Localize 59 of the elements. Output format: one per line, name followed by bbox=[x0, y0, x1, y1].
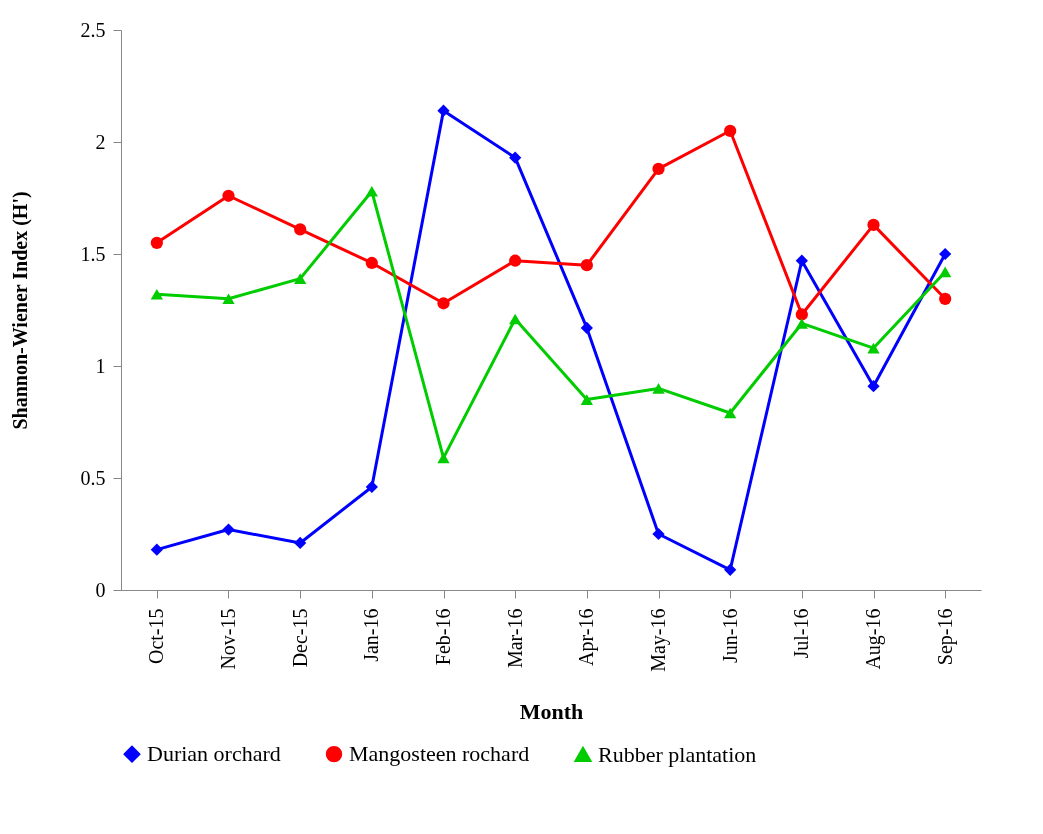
point bbox=[365, 185, 378, 197]
x-tick-label: Jul-16 bbox=[790, 608, 813, 659]
point bbox=[509, 254, 522, 267]
point bbox=[939, 266, 952, 278]
point bbox=[222, 293, 235, 305]
y-tick-label: 2 bbox=[95, 130, 106, 153]
point bbox=[724, 563, 737, 576]
point bbox=[580, 259, 593, 272]
x-tick-label: Oct-15 bbox=[145, 608, 168, 665]
point bbox=[222, 189, 235, 202]
point bbox=[294, 536, 307, 550]
point bbox=[150, 543, 163, 556]
point bbox=[724, 407, 737, 419]
legend-label: Durian orchard bbox=[147, 741, 281, 767]
point bbox=[867, 380, 880, 393]
point bbox=[150, 236, 163, 249]
point bbox=[795, 318, 808, 329]
point bbox=[652, 527, 665, 541]
point bbox=[939, 247, 952, 261]
point bbox=[652, 162, 665, 175]
x-tick-label: Nov-15 bbox=[217, 608, 239, 670]
point bbox=[939, 292, 952, 305]
point bbox=[795, 254, 808, 267]
x-tick-label: Apr-16 bbox=[575, 608, 599, 666]
point bbox=[795, 308, 808, 321]
legend-label: Mangosteen rochard bbox=[349, 741, 530, 767]
legend-label: Rubber plantation bbox=[598, 741, 757, 767]
x-tick-label: Jun-16 bbox=[718, 608, 741, 663]
point bbox=[580, 321, 593, 335]
y-tick-label: 0.5 bbox=[80, 466, 106, 489]
point bbox=[509, 151, 522, 164]
point bbox=[652, 383, 665, 394]
point bbox=[437, 104, 450, 117]
point bbox=[365, 480, 378, 494]
x-axis-title: Month bbox=[519, 698, 584, 724]
x-tick-label: Dec-15 bbox=[288, 608, 311, 668]
x-tick-label: Sep-16 bbox=[933, 608, 957, 666]
point bbox=[365, 256, 378, 270]
point bbox=[437, 452, 450, 464]
point bbox=[867, 342, 880, 354]
x-tick-label: Mar-16 bbox=[503, 608, 526, 669]
point bbox=[294, 273, 307, 284]
x-tick-label: Aug-16 bbox=[862, 608, 885, 670]
x-tick-label: Jan-16 bbox=[360, 608, 383, 662]
y-axis-title: Shannon-Wiener Index (H') bbox=[8, 191, 32, 430]
y-tick-label: 1.5 bbox=[80, 242, 106, 265]
point bbox=[150, 289, 163, 300]
point bbox=[580, 394, 593, 405]
x-tick-label: Feb-16 bbox=[432, 608, 454, 666]
y-tick-label: 2.5 bbox=[80, 18, 106, 41]
point bbox=[724, 124, 737, 137]
point bbox=[294, 223, 307, 236]
x-tick-label: May-16 bbox=[647, 608, 670, 672]
point bbox=[437, 297, 450, 310]
point bbox=[509, 313, 522, 325]
point bbox=[222, 523, 235, 536]
y-tick-label: 0 bbox=[95, 578, 106, 601]
y-tick-label: 1 bbox=[95, 354, 106, 377]
point bbox=[867, 218, 880, 231]
